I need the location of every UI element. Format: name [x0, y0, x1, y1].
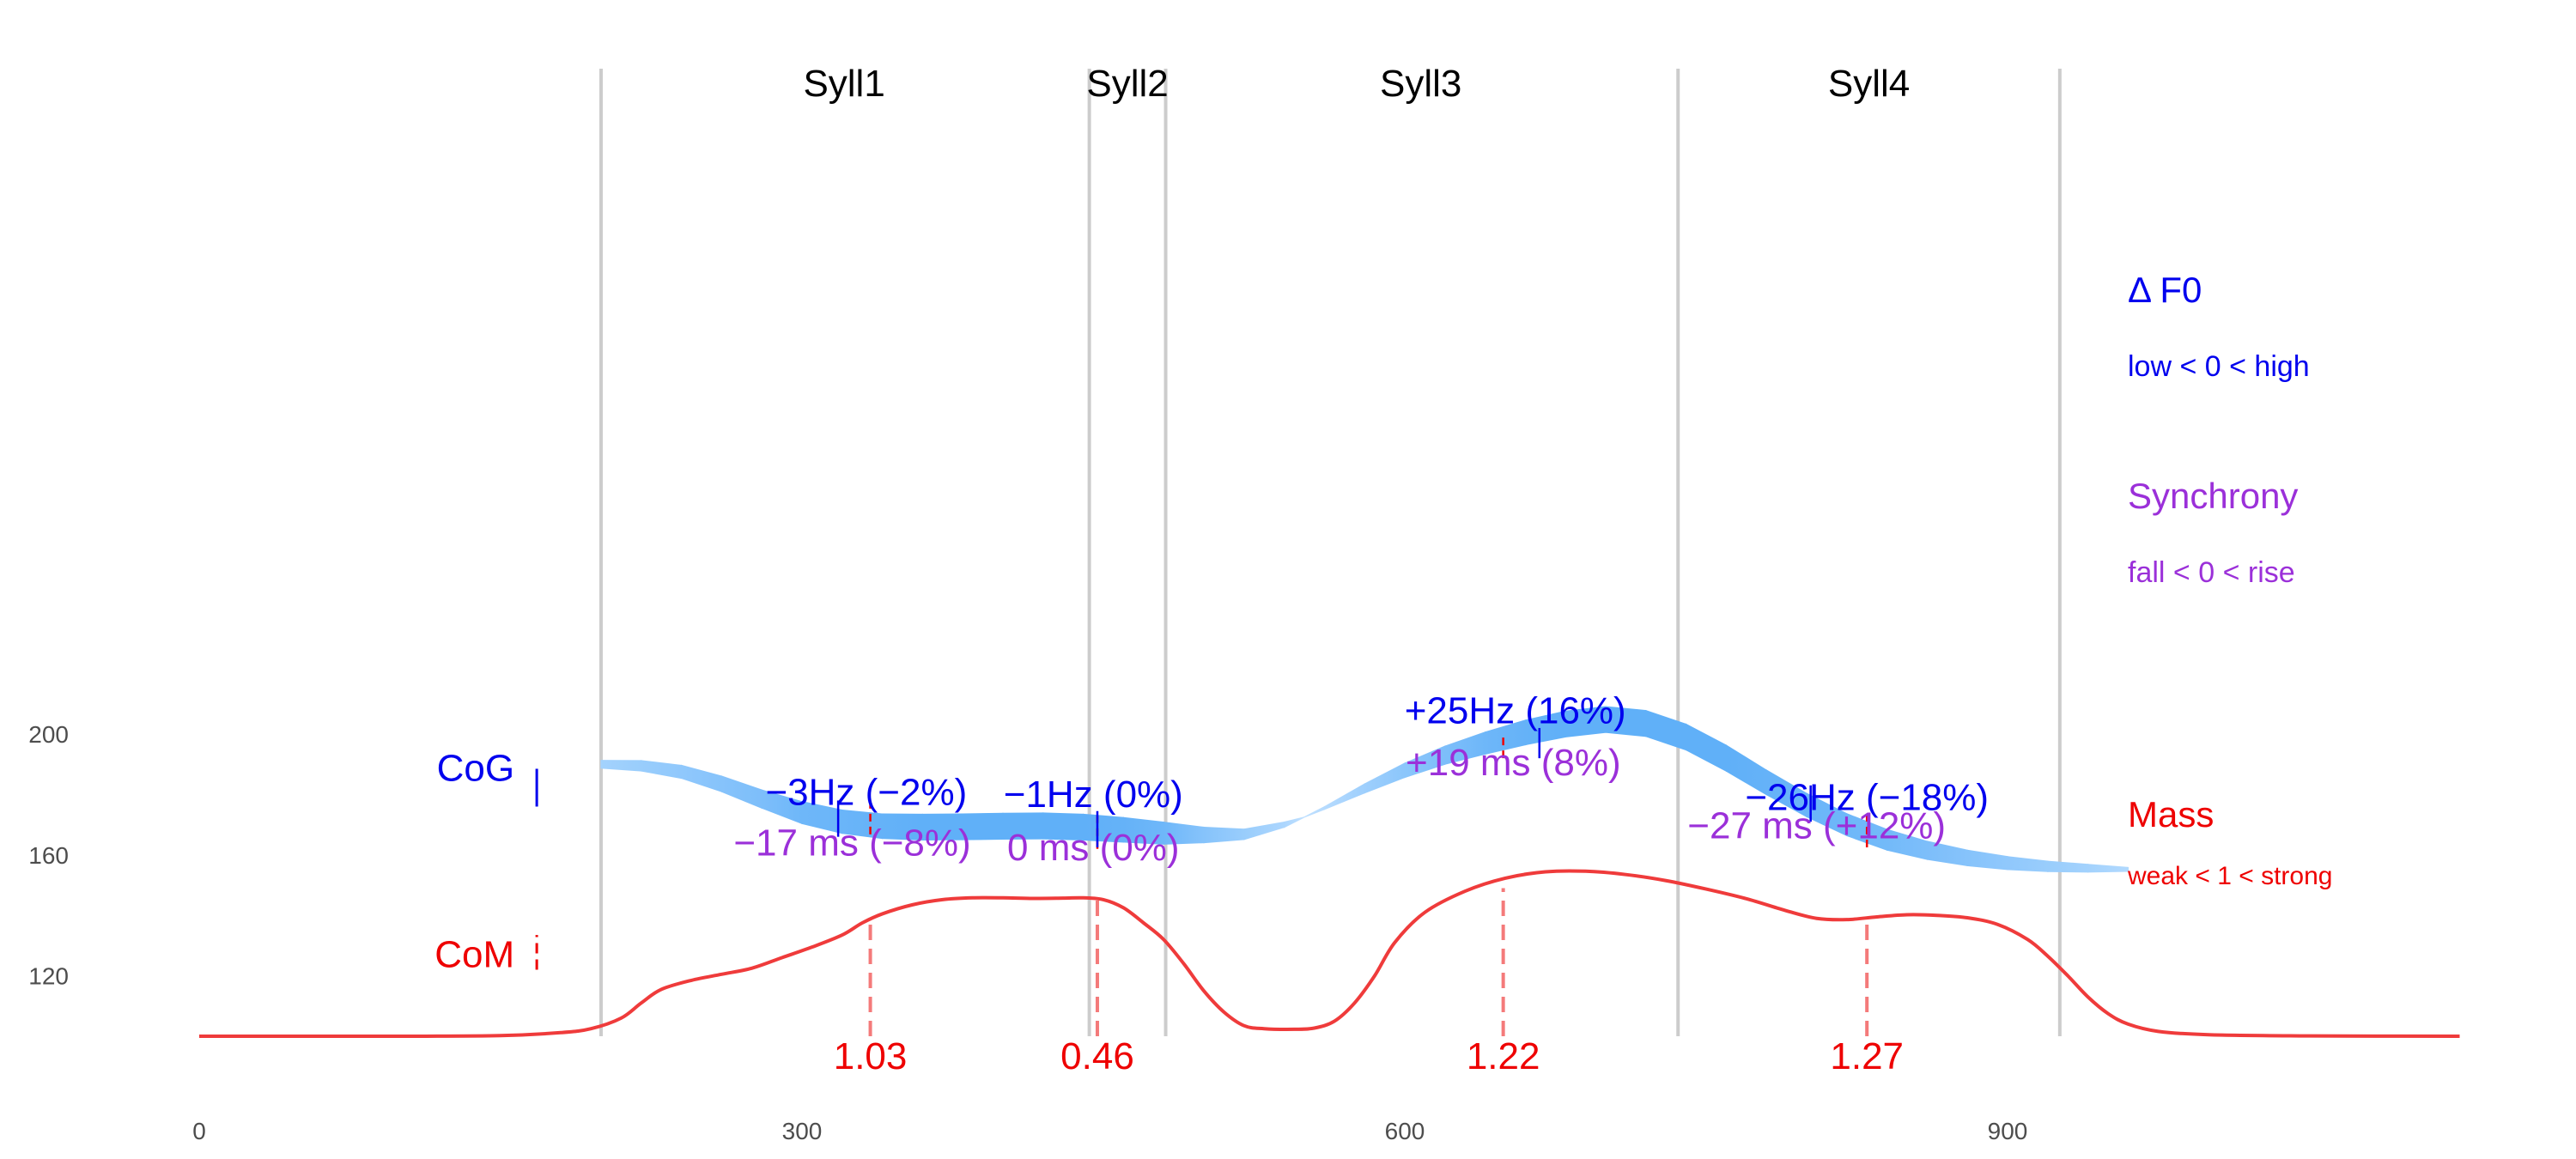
chart-legend: Δ F0 low < 0 < high Synchrony fall < 0 < ri…	[2127, 270, 2332, 890]
mass-value-label-0: 1.03	[834, 1035, 908, 1077]
syllable-label-0: Syll1	[803, 63, 884, 105]
f0-segment-1	[641, 760, 683, 780]
f0-segment-35	[1966, 849, 2008, 871]
syllable-label-2: Syll3	[1380, 63, 1461, 105]
x-tick-label-1: 300	[782, 1118, 823, 1144]
f0-segment-19	[1323, 783, 1365, 810]
f0-segment-37	[2047, 860, 2089, 873]
syllable-label-1: Syll2	[1086, 63, 1168, 105]
chart-text-layer: 1.03 0.46 1.22 1.27 Syll1 Syll2 Syll3 Syll4 −3Hz…	[28, 63, 2027, 1144]
syllable-label-3: Syll4	[1828, 63, 1910, 105]
f0-segment-38	[2087, 864, 2129, 873]
mass-value-label-2: 1.22	[1467, 1035, 1540, 1077]
center-markers	[535, 727, 1869, 1036]
legend-mass-desc: weak < 1 < strong	[2127, 862, 2332, 890]
sync-label-2: +19 ms (8%)	[1406, 742, 1621, 784]
f0-segment-0	[600, 760, 642, 772]
f0-change-label-1: −1Hz (0%)	[1004, 774, 1183, 816]
mass-curve-layer	[198, 869, 2460, 1039]
f0-change-label-2: +25Hz (16%)	[1405, 690, 1626, 732]
mass-value-label-1: 0.46	[1060, 1035, 1134, 1077]
f0-change-label-0: −3Hz (−2%)	[765, 772, 967, 814]
f0-segment-27	[1645, 709, 1687, 751]
sync-label-3: −27 ms (+12%)	[1687, 804, 1946, 846]
f0-contour-band	[600, 706, 2129, 873]
y-tick-label-0: 120	[28, 963, 69, 990]
f0-segment-2	[681, 764, 722, 792]
f0-segment-15	[1203, 826, 1245, 844]
sync-label-0: −17 ms (−8%)	[733, 822, 970, 865]
sync-label-1: 0 ms (0%)	[1007, 827, 1179, 869]
y-tick-label-1: 160	[28, 842, 69, 869]
legend-f0-title: Δ F0	[2128, 270, 2202, 310]
cog-label: CoG	[437, 747, 514, 789]
f0-segment-28	[1686, 723, 1727, 773]
legend-sync-desc: fall < 0 < rise	[2128, 556, 2295, 589]
mass-value-label-3: 1.27	[1830, 1035, 1904, 1077]
legend-sync-title: Synchrony	[2128, 476, 2298, 516]
y-tick-label-2: 200	[28, 721, 69, 748]
legend-f0-desc: low < 0 < high	[2128, 350, 2310, 383]
x-tick-label-3: 900	[1988, 1118, 2028, 1144]
x-tick-label-0: 0	[192, 1118, 206, 1144]
x-tick-label-2: 600	[1385, 1118, 1425, 1144]
com-label: CoM	[434, 934, 514, 976]
f0-change-label-3: −26Hz (−18%)	[1745, 777, 1989, 819]
mass-curve	[198, 869, 2460, 1039]
legend-mass-title: Mass	[2128, 794, 2214, 834]
f0-segment-18	[1303, 805, 1325, 818]
f0-segment-16	[1243, 821, 1285, 840]
f0-segment-3	[720, 775, 762, 810]
syllable-boundaries	[599, 69, 2062, 1036]
f0-segment-36	[2007, 856, 2049, 872]
f0-segment-20	[1364, 762, 1406, 794]
f0-segment-17	[1284, 816, 1305, 828]
